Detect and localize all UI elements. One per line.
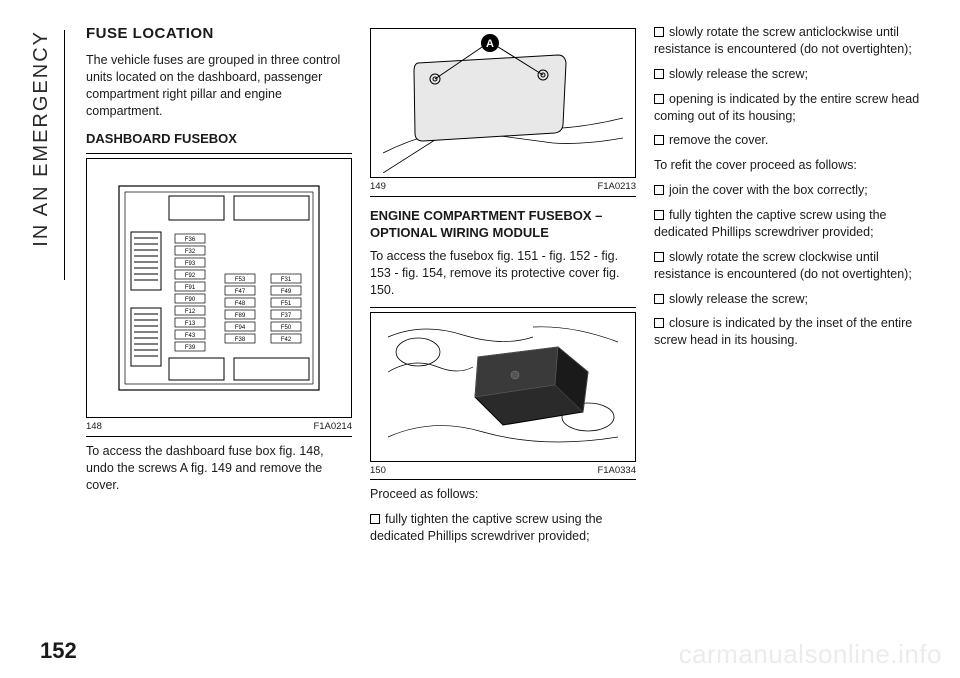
checkbox-icon [654,69,664,79]
list-item: slowly release the screw; [654,66,920,83]
checkbox-icon [654,94,664,104]
fuse-label: F91 [185,285,196,291]
fuse-label: F48 [235,301,246,307]
list-item: closure is indicated by the inset of the… [654,315,920,349]
fuse-label: F39 [185,345,196,351]
bullet-text: slowly rotate the screw clockwise until … [654,250,912,281]
after-para: To access the dashboard fuse box fig. 14… [86,443,352,494]
refit-para: To refit the cover proceed as follows: [654,157,920,174]
proceed-para: Proceed as follows: [370,486,636,503]
figure-150-caption: 150 F1A0334 [370,464,636,481]
fuse-label: F90 [185,297,196,303]
cover-svg: A [383,33,623,173]
list-item: slowly release the screw; [654,291,920,308]
bullet-text: slowly release the screw; [669,292,808,306]
fig-code: F1A0213 [597,181,636,194]
fuse-label: F53 [235,277,246,283]
checkbox-icon [654,210,664,220]
bullet-text: remove the cover. [669,133,768,147]
engine-para: To access the fusebox fig. 151 - fig. 15… [370,248,636,299]
fuse-label: F89 [235,313,246,319]
sub-dashboard-fusebox: DASHBOARD FUSEBOX [86,130,352,148]
checkbox-icon [654,318,664,328]
checkbox-icon [654,294,664,304]
list-item: fully tighten the captive screw using th… [654,207,920,241]
list-item: remove the cover. [654,132,920,149]
column-1: FUSE LOCATION The vehicle fuses are grou… [86,24,352,604]
checkbox-icon [654,27,664,37]
figure-149-caption: 149 F1A0213 [370,180,636,197]
fig-num: 149 [370,181,386,194]
checkbox-icon [370,514,380,524]
fuse-label: F37 [281,313,292,319]
fuse-label: F38 [235,337,246,343]
fuse-label: F42 [281,337,292,343]
heading-fuse-location: FUSE LOCATION [86,24,352,44]
fuse-label: F50 [281,325,292,331]
columns: FUSE LOCATION The vehicle fuses are grou… [86,24,920,604]
bullet-text: closure is indicated by the inset of the… [654,316,912,347]
fig-code: F1A0214 [313,421,352,434]
fuse-label: F93 [185,261,196,267]
bullet-text: opening is indicated by the entire screw… [654,92,919,123]
column-2: A 149 F1A0213 ENGINE COMPARTMENT FUSEBOX… [370,24,636,604]
list-item: join the cover with the box correctly; [654,182,920,199]
page-number: 152 [40,638,77,664]
page: IN AN EMERGENCY FUSE LOCATION The vehicl… [0,0,960,678]
fig-num: 148 [86,421,102,434]
bullet-text: fully tighten the captive screw using th… [370,512,602,543]
fuse-label: F43 [185,333,196,339]
intro-para: The vehicle fuses are grouped in three c… [86,52,352,120]
list-item: fully tighten the captive screw using th… [370,511,636,545]
figure-148-caption: 148 F1A0214 [86,420,352,437]
side-rule [64,30,65,280]
figure-150 [370,312,636,462]
fuse-label: F36 [185,237,196,243]
fuse-label: F51 [281,301,292,307]
list-item: opening is indicated by the entire screw… [654,91,920,125]
engine-svg [383,317,623,457]
bullet-text: join the cover with the box correctly; [669,183,868,197]
fig-code: F1A0334 [597,465,636,478]
list-item: slowly rotate the screw anticlockwise un… [654,24,920,58]
fuse-label: F47 [235,289,246,295]
watermark: carmanualsonline.info [679,639,942,670]
rule [370,307,636,308]
checkbox-icon [654,252,664,262]
fuse-label: F32 [185,249,196,255]
callout-a-label: A [486,38,494,50]
column-3: slowly rotate the screw anticlockwise un… [654,24,920,604]
fuse-label: F31 [281,277,292,283]
section-tab: IN AN EMERGENCY [30,30,53,247]
list-item: slowly rotate the screw clockwise until … [654,249,920,283]
rule [86,153,352,154]
checkbox-icon [654,135,664,145]
figure-148: F36 F32 F93 F92 F91 F90 F12 F13 F43 F39 F53 F47 F48 F… [86,158,352,418]
fuse-label: F92 [185,273,196,279]
fusebox-svg: F36 F32 F93 F92 F91 F90 F12 F13 F43 F39 F53 F47 F48 F… [99,168,339,408]
figure-149: A [370,28,636,178]
fuse-label: F49 [281,289,292,295]
checkbox-icon [654,185,664,195]
fuse-label: F13 [185,321,196,327]
sub-engine-fusebox: ENGINE COMPARTMENT FUSEBOX – OPTIONAL WI… [370,207,636,242]
fig-num: 150 [370,465,386,478]
fuse-label: F94 [235,325,246,331]
bullet-text: fully tighten the captive screw using th… [654,208,886,239]
bullet-text: slowly release the screw; [669,67,808,81]
fuse-label: F12 [185,309,196,315]
bullet-text: slowly rotate the screw anticlockwise un… [654,25,912,56]
